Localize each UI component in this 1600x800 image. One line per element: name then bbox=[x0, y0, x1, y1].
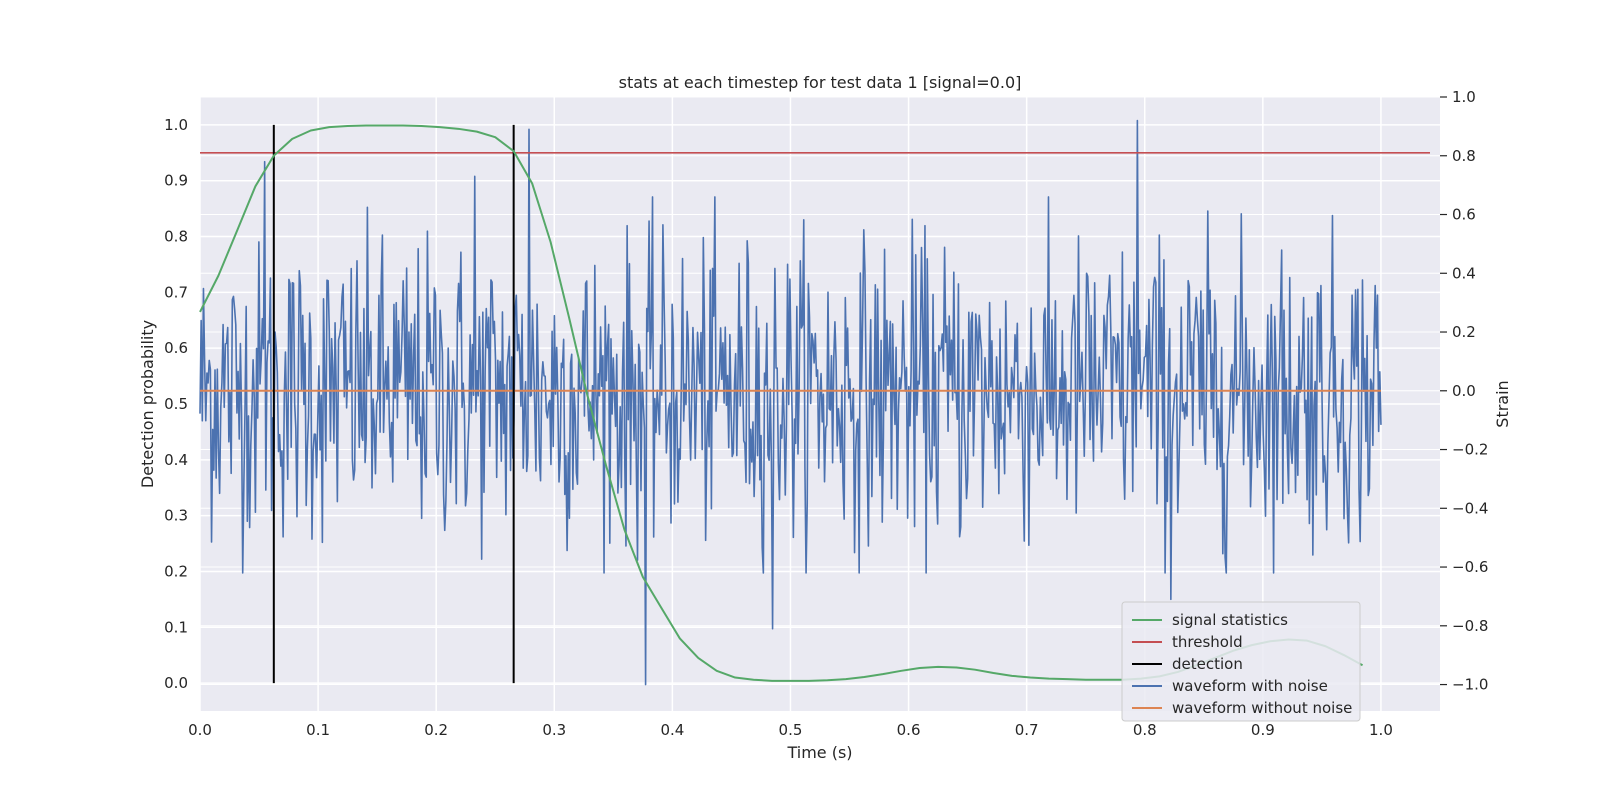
x-tick-label: 0.4 bbox=[660, 721, 684, 739]
y2-tick-label: 0.2 bbox=[1452, 323, 1476, 341]
y2-tick-label: 0.8 bbox=[1452, 147, 1476, 165]
legend-label: signal statistics bbox=[1172, 611, 1288, 629]
y2-tick-label: −1.0 bbox=[1452, 676, 1488, 694]
y-tick-label: 0.5 bbox=[164, 395, 188, 413]
y-tick-label: 0.1 bbox=[164, 618, 188, 636]
legend-label: threshold bbox=[1172, 633, 1243, 651]
legend-label: waveform without noise bbox=[1172, 699, 1352, 717]
x-tick-label: 0.6 bbox=[897, 721, 921, 739]
y2-tick-label: 0.4 bbox=[1452, 264, 1476, 282]
x-tick-label: 0.2 bbox=[424, 721, 448, 739]
x-tick-label: 0.5 bbox=[779, 721, 803, 739]
legend-label: waveform with noise bbox=[1172, 677, 1328, 695]
x-tick-label: 1.0 bbox=[1369, 721, 1393, 739]
y-tick-label: 1.0 bbox=[164, 116, 188, 134]
y-tick-label: 0.6 bbox=[164, 339, 188, 357]
y-tick-label: 0.7 bbox=[164, 283, 188, 301]
y-tick-label: 0.4 bbox=[164, 451, 188, 469]
y-tick-label: 0.3 bbox=[164, 507, 188, 525]
y-axis-label: Detection probability bbox=[138, 320, 157, 488]
y2-axis-label: Strain bbox=[1493, 380, 1512, 427]
x-tick-label: 0.9 bbox=[1251, 721, 1275, 739]
x-tick-label: 0.7 bbox=[1015, 721, 1039, 739]
y2-tick-label: −0.2 bbox=[1452, 441, 1488, 459]
y-tick-label: 0.2 bbox=[164, 562, 188, 580]
legend-box bbox=[1121, 601, 1361, 722]
x-tick-label: 0.0 bbox=[188, 721, 212, 739]
y2-tick-label: 0.0 bbox=[1452, 382, 1476, 400]
y-tick-label: 0.8 bbox=[164, 228, 188, 246]
y2-tick-label: −0.6 bbox=[1452, 558, 1488, 576]
y2-axis-ticks: −1.0 −0.8 −0.6 −0.4 −0.2 0.0 0.2 0.4 0.6 0.8 1.0 bbox=[1440, 88, 1488, 694]
x-tick-label: 0.3 bbox=[542, 721, 566, 739]
y2-tick-label: 0.6 bbox=[1452, 206, 1476, 224]
y-tick-label: 0.0 bbox=[164, 674, 188, 692]
legend: signal statistics threshold detection wavef… bbox=[1121, 601, 1361, 722]
x-axis-label: Time (s) bbox=[786, 743, 852, 762]
x-axis-ticks: 0.0 0.1 0.2 0.3 0.4 0.5 0.6 0.7 0.8 0.9 1.0 bbox=[188, 721, 1393, 739]
y2-tick-label: −0.4 bbox=[1452, 499, 1488, 517]
x-tick-label: 0.8 bbox=[1133, 721, 1157, 739]
y2-tick-label: 1.0 bbox=[1452, 88, 1476, 106]
chart-title: stats at each timestep for test data 1 [… bbox=[619, 73, 1022, 92]
y2-tick-label: −0.8 bbox=[1452, 617, 1488, 635]
x-tick-label: 0.1 bbox=[306, 721, 330, 739]
legend-label: detection bbox=[1172, 655, 1243, 673]
series-waveform-with-noise bbox=[199, 119, 1382, 686]
y-tick-label: 0.9 bbox=[164, 172, 188, 190]
y-axis-ticks: 0.0 0.1 0.2 0.3 0.4 0.5 0.6 0.7 0.8 0.9 1.0 bbox=[164, 116, 188, 692]
